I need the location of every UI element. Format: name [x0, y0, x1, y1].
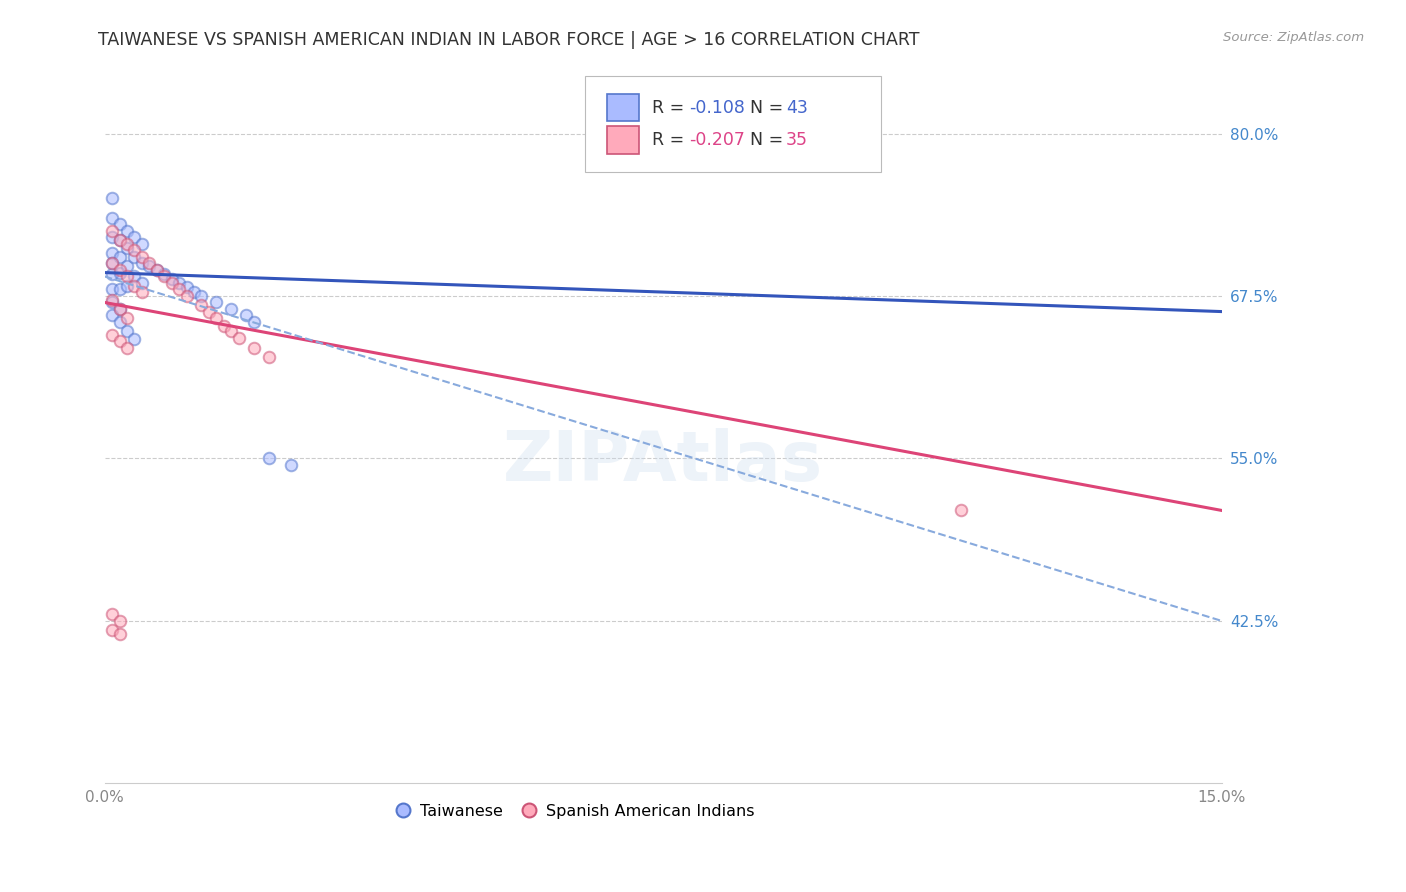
Point — [153, 267, 176, 281]
Point — [108, 283, 131, 297]
Legend: Taiwanese, Spanish American Indians: Taiwanese, Spanish American Indians — [387, 797, 761, 825]
Point — [190, 298, 212, 312]
Point — [101, 224, 124, 238]
Point — [205, 295, 228, 310]
Point — [198, 304, 221, 318]
Point — [153, 269, 176, 284]
Text: 43: 43 — [786, 99, 808, 117]
Point — [167, 283, 190, 297]
Point — [131, 237, 153, 252]
Point — [124, 230, 146, 244]
Point — [242, 315, 264, 329]
Point — [212, 318, 235, 333]
Point — [108, 334, 131, 349]
Point — [101, 309, 124, 323]
Point — [115, 259, 138, 273]
Point — [115, 311, 138, 326]
FancyBboxPatch shape — [607, 127, 638, 153]
Point — [950, 503, 973, 517]
Point — [108, 250, 131, 264]
Text: 35: 35 — [786, 131, 808, 149]
Point — [115, 269, 138, 284]
Point — [101, 256, 124, 270]
Point — [124, 278, 146, 293]
Point — [101, 192, 124, 206]
FancyBboxPatch shape — [607, 95, 638, 121]
Text: N =: N = — [751, 99, 789, 117]
Point — [108, 627, 131, 641]
Point — [101, 267, 124, 281]
Point — [124, 244, 146, 258]
Point — [108, 301, 131, 316]
Point — [257, 350, 280, 364]
Point — [124, 332, 146, 346]
Point — [115, 224, 138, 238]
Point — [124, 269, 146, 284]
Point — [108, 233, 131, 247]
Point — [115, 324, 138, 338]
Point — [228, 330, 250, 344]
Text: R =: R = — [652, 131, 690, 149]
Point — [176, 289, 198, 303]
Text: Source: ZipAtlas.com: Source: ZipAtlas.com — [1223, 31, 1364, 45]
Point — [257, 451, 280, 466]
Point — [183, 285, 205, 299]
Point — [108, 614, 131, 628]
Point — [138, 256, 160, 270]
Point — [219, 324, 242, 338]
Text: TAIWANESE VS SPANISH AMERICAN INDIAN IN LABOR FORCE | AGE > 16 CORRELATION CHART: TAIWANESE VS SPANISH AMERICAN INDIAN IN … — [98, 31, 920, 49]
Text: R =: R = — [652, 99, 690, 117]
Point — [167, 276, 190, 290]
Point — [108, 301, 131, 316]
Point — [146, 263, 169, 277]
Point — [124, 250, 146, 264]
Point — [115, 341, 138, 355]
Text: -0.108: -0.108 — [689, 99, 745, 117]
Point — [131, 285, 153, 299]
Point — [101, 246, 124, 260]
Point — [108, 266, 131, 280]
Point — [115, 241, 138, 255]
Point — [131, 276, 153, 290]
Point — [242, 341, 264, 355]
Point — [108, 233, 131, 247]
Point — [160, 276, 183, 290]
Point — [108, 315, 131, 329]
Point — [101, 256, 124, 270]
Point — [190, 289, 212, 303]
Point — [219, 301, 242, 316]
Point — [108, 218, 131, 232]
Point — [235, 309, 257, 323]
Point — [115, 278, 138, 293]
Point — [138, 259, 160, 273]
Point — [101, 328, 124, 343]
Point — [101, 293, 124, 307]
Point — [146, 263, 169, 277]
Point — [176, 280, 198, 294]
Point — [101, 211, 124, 225]
Point — [101, 230, 124, 244]
Text: N =: N = — [751, 131, 789, 149]
Point — [101, 283, 124, 297]
Point — [160, 272, 183, 286]
Point — [115, 237, 138, 252]
Point — [280, 458, 302, 472]
Text: -0.207: -0.207 — [689, 131, 745, 149]
FancyBboxPatch shape — [585, 76, 882, 172]
Point — [101, 295, 124, 310]
Point — [131, 256, 153, 270]
Text: ZIPAtlas: ZIPAtlas — [503, 428, 824, 495]
Point — [131, 250, 153, 264]
Point — [205, 311, 228, 326]
Point — [101, 607, 124, 622]
Point — [101, 623, 124, 637]
Point — [108, 263, 131, 277]
